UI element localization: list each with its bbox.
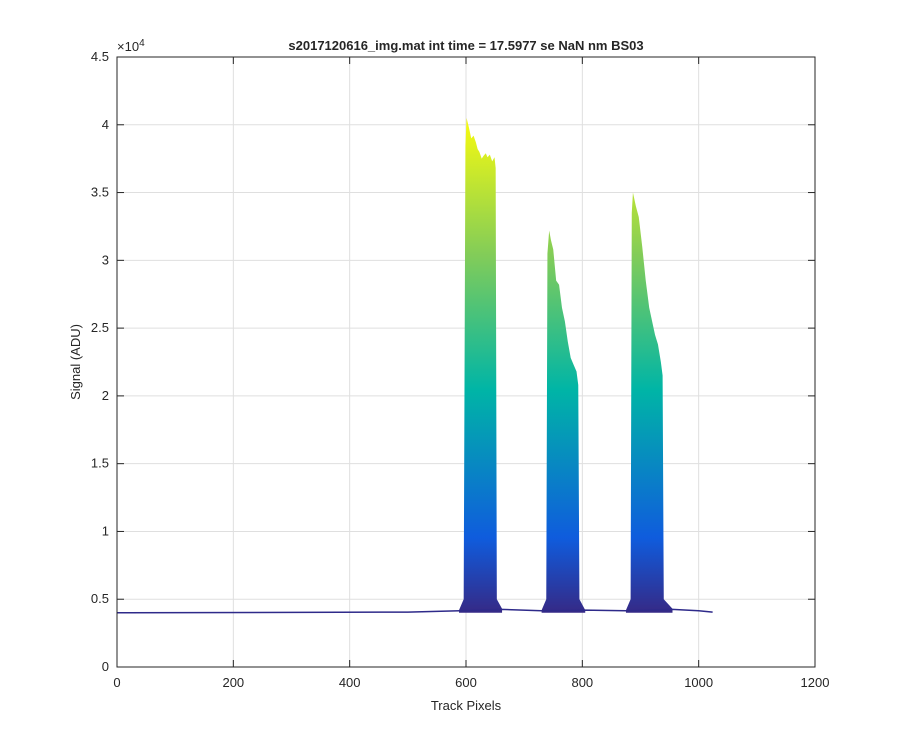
x-tick-labels: 0 200 400 600 800 1000 1200: [113, 675, 829, 690]
y-tick-label: 3: [102, 252, 109, 267]
ticks: [116, 56, 816, 668]
x-tick-label: 400: [339, 675, 361, 690]
x-tick-label: 1200: [801, 675, 830, 690]
series-layer: [116, 118, 713, 614]
x-tick-label: 600: [455, 675, 477, 690]
x-tick-label: 200: [222, 675, 244, 690]
baseline-trace: [116, 608, 713, 614]
y-tick-label: 2: [102, 388, 109, 403]
x-tick-label: 1000: [684, 675, 713, 690]
y-tick-label: 2.5: [91, 320, 109, 335]
y-axis-label: Signal (ADU): [68, 324, 83, 400]
x-axis-label: Track Pixels: [431, 698, 502, 713]
y-exponent-label: ×104: [117, 38, 145, 54]
y-tick-label: 3.5: [91, 185, 109, 200]
signal-peak: [541, 230, 586, 613]
x-tick-label: 0: [113, 675, 120, 690]
y-tick-label: 1: [102, 523, 109, 538]
x-tick-label: 800: [571, 675, 593, 690]
y-tick-label: 0: [102, 659, 109, 674]
y-tick-label: 0.5: [91, 591, 109, 606]
signal-peak: [625, 192, 673, 613]
signal-peak: [459, 118, 503, 613]
y-tick-label: 4: [102, 117, 109, 132]
y-tick-label: 1.5: [91, 456, 109, 471]
chart-title: s2017120616_img.mat int time = 17.5977 s…: [288, 38, 643, 53]
y-tick-labels: 0 0.5 1 1.5 2 2.5 3 3.5 4 4.5: [91, 49, 109, 674]
y-tick-label: 4.5: [91, 49, 109, 64]
